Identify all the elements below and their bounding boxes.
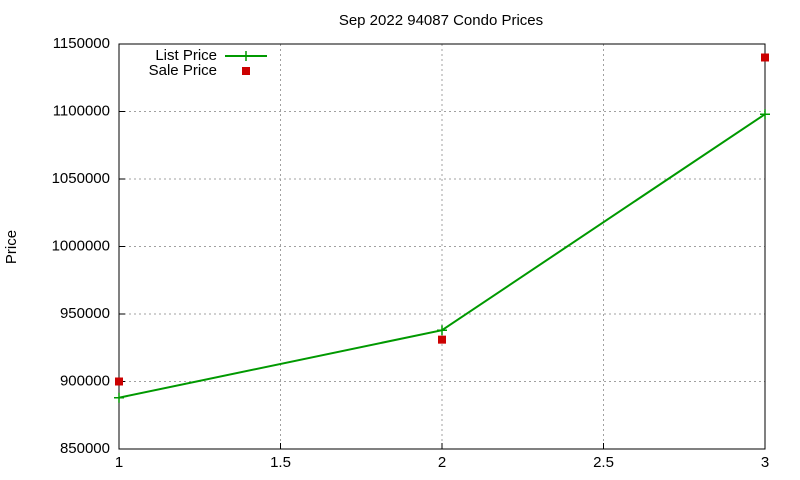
- data-point: [114, 392, 124, 403]
- legend-marker: [242, 67, 250, 75]
- x-tick-label: 1.5: [270, 454, 291, 471]
- y-tick-label: 1000000: [52, 237, 110, 254]
- legend-label: List Price: [155, 47, 217, 64]
- x-tick-label: 2.5: [593, 454, 614, 471]
- chart-title: Sep 2022 94087 Condo Prices: [339, 12, 543, 29]
- y-tick-label: 850000: [60, 440, 110, 457]
- y-tick-label: 1100000: [53, 102, 110, 119]
- y-axis-label: Price: [3, 230, 20, 264]
- data-point: [760, 109, 770, 120]
- y-tick-label: 950000: [60, 305, 110, 322]
- data-point: [115, 377, 123, 386]
- data-point: [437, 325, 447, 336]
- y-tick-label: 1150000: [53, 35, 110, 52]
- legend-label: Sale Price: [149, 62, 217, 79]
- data-point: [438, 335, 446, 344]
- x-tick-label: 2: [438, 454, 446, 471]
- x-tick-label: 3: [761, 454, 769, 471]
- y-tick-label: 1050000: [52, 170, 110, 187]
- legend-marker: [241, 51, 251, 61]
- x-tick-label: 1: [115, 454, 123, 471]
- data-point: [761, 53, 769, 62]
- plot-frame: [118, 43, 766, 450]
- y-tick-label: 900000: [60, 372, 110, 389]
